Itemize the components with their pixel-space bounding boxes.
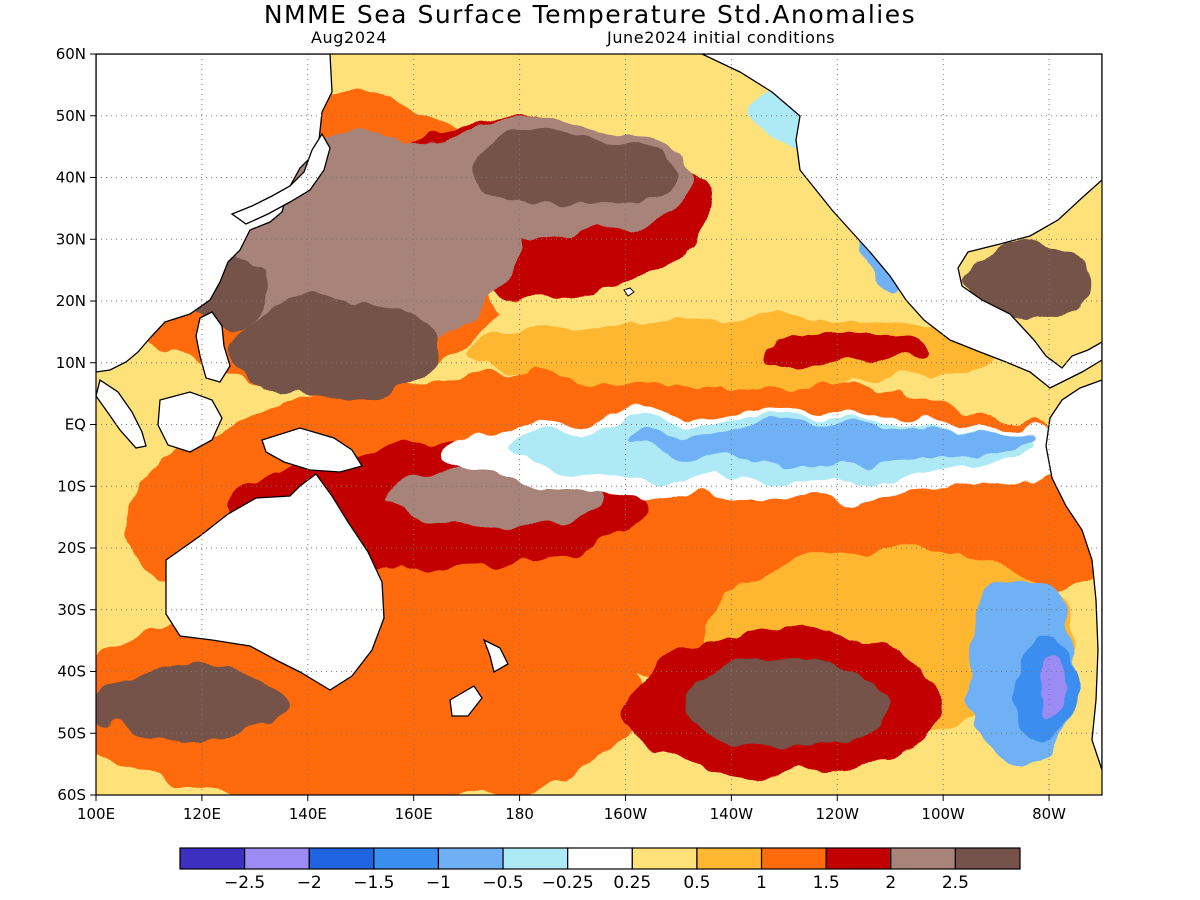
lon-tick-label: 120E (183, 805, 221, 823)
colorbar-swatch (502, 847, 569, 870)
anomaly-region-4 (466, 313, 997, 388)
lon-tick-label: 160E (395, 805, 433, 823)
lat-tick-label: 50S (57, 724, 86, 742)
colorbar-label: −1 (426, 873, 451, 893)
lat-tick-label: 40S (57, 663, 86, 681)
lat-tick-label: 50N (56, 107, 86, 125)
colorbar-label: 1 (756, 873, 767, 893)
colorbar-swatch (890, 847, 956, 870)
anomaly-region-14 (228, 301, 441, 400)
land-australia (165, 473, 385, 691)
colorbar-label: 0.25 (613, 873, 651, 893)
colorbar: −2.5 −2 −1.5 −1 −0.5 −0.25 0.25 0.5 1 1.5 2 2.5 (179, 847, 1021, 893)
colorbar-label: −2.5 (224, 873, 265, 893)
colorbar-swatch (825, 847, 892, 870)
colorbar-swatch (308, 847, 375, 870)
lon-tick-label: 100W (921, 805, 965, 823)
land-japan (230, 132, 331, 225)
lat-tick-label: 60N (56, 45, 86, 63)
map-title: NMME Sea Surface Temperature Std.Anomali… (263, 0, 917, 29)
anomaly-region-9 (752, 331, 922, 369)
land-borneo (157, 391, 223, 453)
lat-tick-label: 20S (57, 539, 86, 557)
anomaly-region-13 (466, 134, 679, 209)
land-hawaii (623, 287, 635, 297)
lon-tick-label: 140W (710, 805, 754, 823)
land-masses (96, 54, 1102, 771)
lat-tick-label: 10N (56, 354, 86, 372)
colorbar-swatch (373, 847, 440, 870)
colorbar-label: 2 (885, 873, 896, 893)
anomaly-region-18 (959, 245, 1087, 320)
longitude-axis: 100E 120E 140E 160E 180 160W 140W 120W 100W 80W (77, 795, 1066, 823)
land-south-america (1045, 379, 1102, 771)
anomaly-field (96, 78, 1102, 795)
lat-tick-label: 30S (57, 601, 86, 619)
colorbar-label: 1.5 (813, 873, 840, 893)
colorbar-swatch (437, 847, 504, 870)
land-sumatra (96, 378, 147, 449)
land-new-zealand (449, 638, 509, 717)
colorbar-label: 0.5 (683, 873, 710, 893)
lat-tick-label: 20N (56, 292, 86, 310)
lat-tick-label: EQ (65, 416, 86, 434)
land-new-guinea (261, 427, 364, 473)
lat-tick-label: 40N (56, 169, 86, 187)
valid-month-label: Aug2024 (311, 28, 388, 47)
lat-tick-label: 30N (56, 230, 86, 248)
graticule (96, 54, 1102, 795)
lon-tick-label: 160W (604, 805, 648, 823)
colorbar-swatch (760, 847, 827, 870)
colorbar-label: −0.5 (482, 873, 523, 893)
anomaly-region-21 (636, 424, 1039, 462)
map-plot-area (96, 54, 1102, 795)
colorbar-swatch (696, 847, 763, 870)
colorbar-swatch (954, 847, 1021, 870)
colorbar-swatch (567, 847, 633, 870)
land-philippines (195, 311, 231, 383)
land-north-america (701, 54, 1102, 389)
land-asia (96, 54, 333, 373)
colorbar-swatch (244, 847, 310, 870)
lon-tick-label: 120W (816, 805, 860, 823)
anomaly-region-17 (96, 665, 287, 740)
lon-tick-label: 100E (77, 805, 115, 823)
lon-tick-label: 80W (1032, 805, 1066, 823)
colorbar-label: 2.5 (942, 873, 969, 893)
colorbar-label: −0.25 (542, 873, 594, 893)
latitude-axis: 60N 50N 40N 30N 20N 10N EQ 10S 20S 30S 40S 50S 60S (56, 45, 96, 804)
anomaly-region-26 (1033, 652, 1065, 715)
lon-tick-label: 140E (289, 805, 327, 823)
colorbar-swatch (179, 847, 246, 870)
anomaly-region-16 (678, 659, 891, 746)
colorbar-label: −2 (297, 873, 322, 893)
colorbar-swatch (631, 847, 698, 870)
anomaly-region-2 (96, 597, 652, 795)
colorbar-label: −1.5 (353, 873, 394, 893)
lon-tick-label: 180 (505, 805, 534, 823)
lat-tick-label: 10S (57, 477, 86, 495)
initial-conditions-label: June2024 initial conditions (607, 28, 836, 47)
lat-tick-label: 60S (57, 786, 86, 804)
